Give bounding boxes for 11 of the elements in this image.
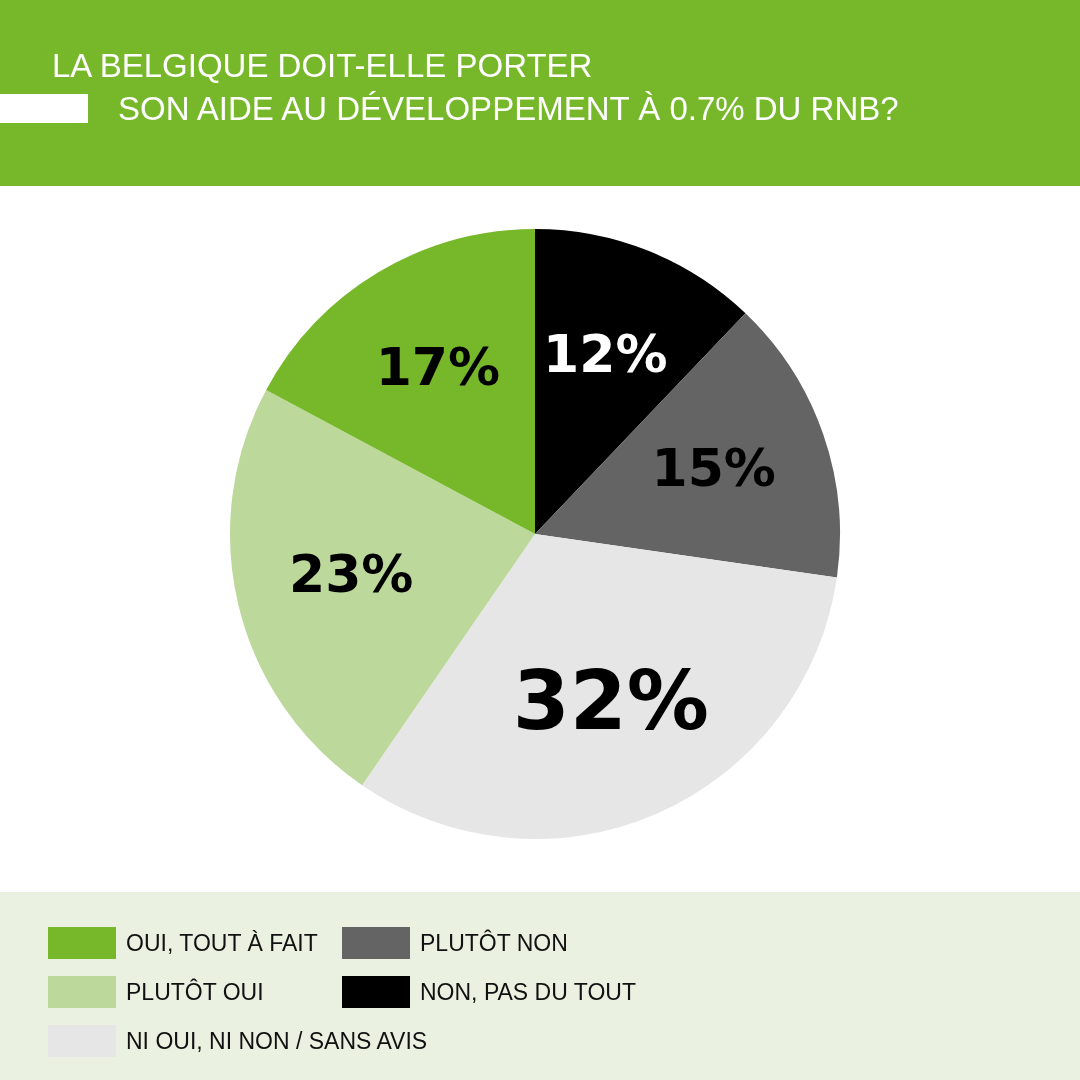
- data-label: 23%: [289, 544, 414, 605]
- legend-label: PLUTÔT OUI: [126, 978, 264, 1006]
- legend-label: PLUTÔT NON: [420, 929, 568, 957]
- data-label: 15%: [651, 437, 776, 498]
- legend-label: OUI, TOUT À FAIT: [126, 929, 318, 957]
- data-label: 32%: [512, 652, 709, 748]
- chart-title: LA BELGIQUE DOIT-ELLE PORTER SON AIDE AU DÉVELOPPEMENT À 0.7% DU RNB?: [52, 46, 899, 129]
- data-label: 12%: [543, 323, 668, 384]
- legend-label: NON, PAS DU TOUT: [420, 978, 636, 1006]
- legend-label: NI OUI, NI NON / SANS AVIS: [126, 1027, 428, 1055]
- data-label: 17%: [375, 337, 501, 398]
